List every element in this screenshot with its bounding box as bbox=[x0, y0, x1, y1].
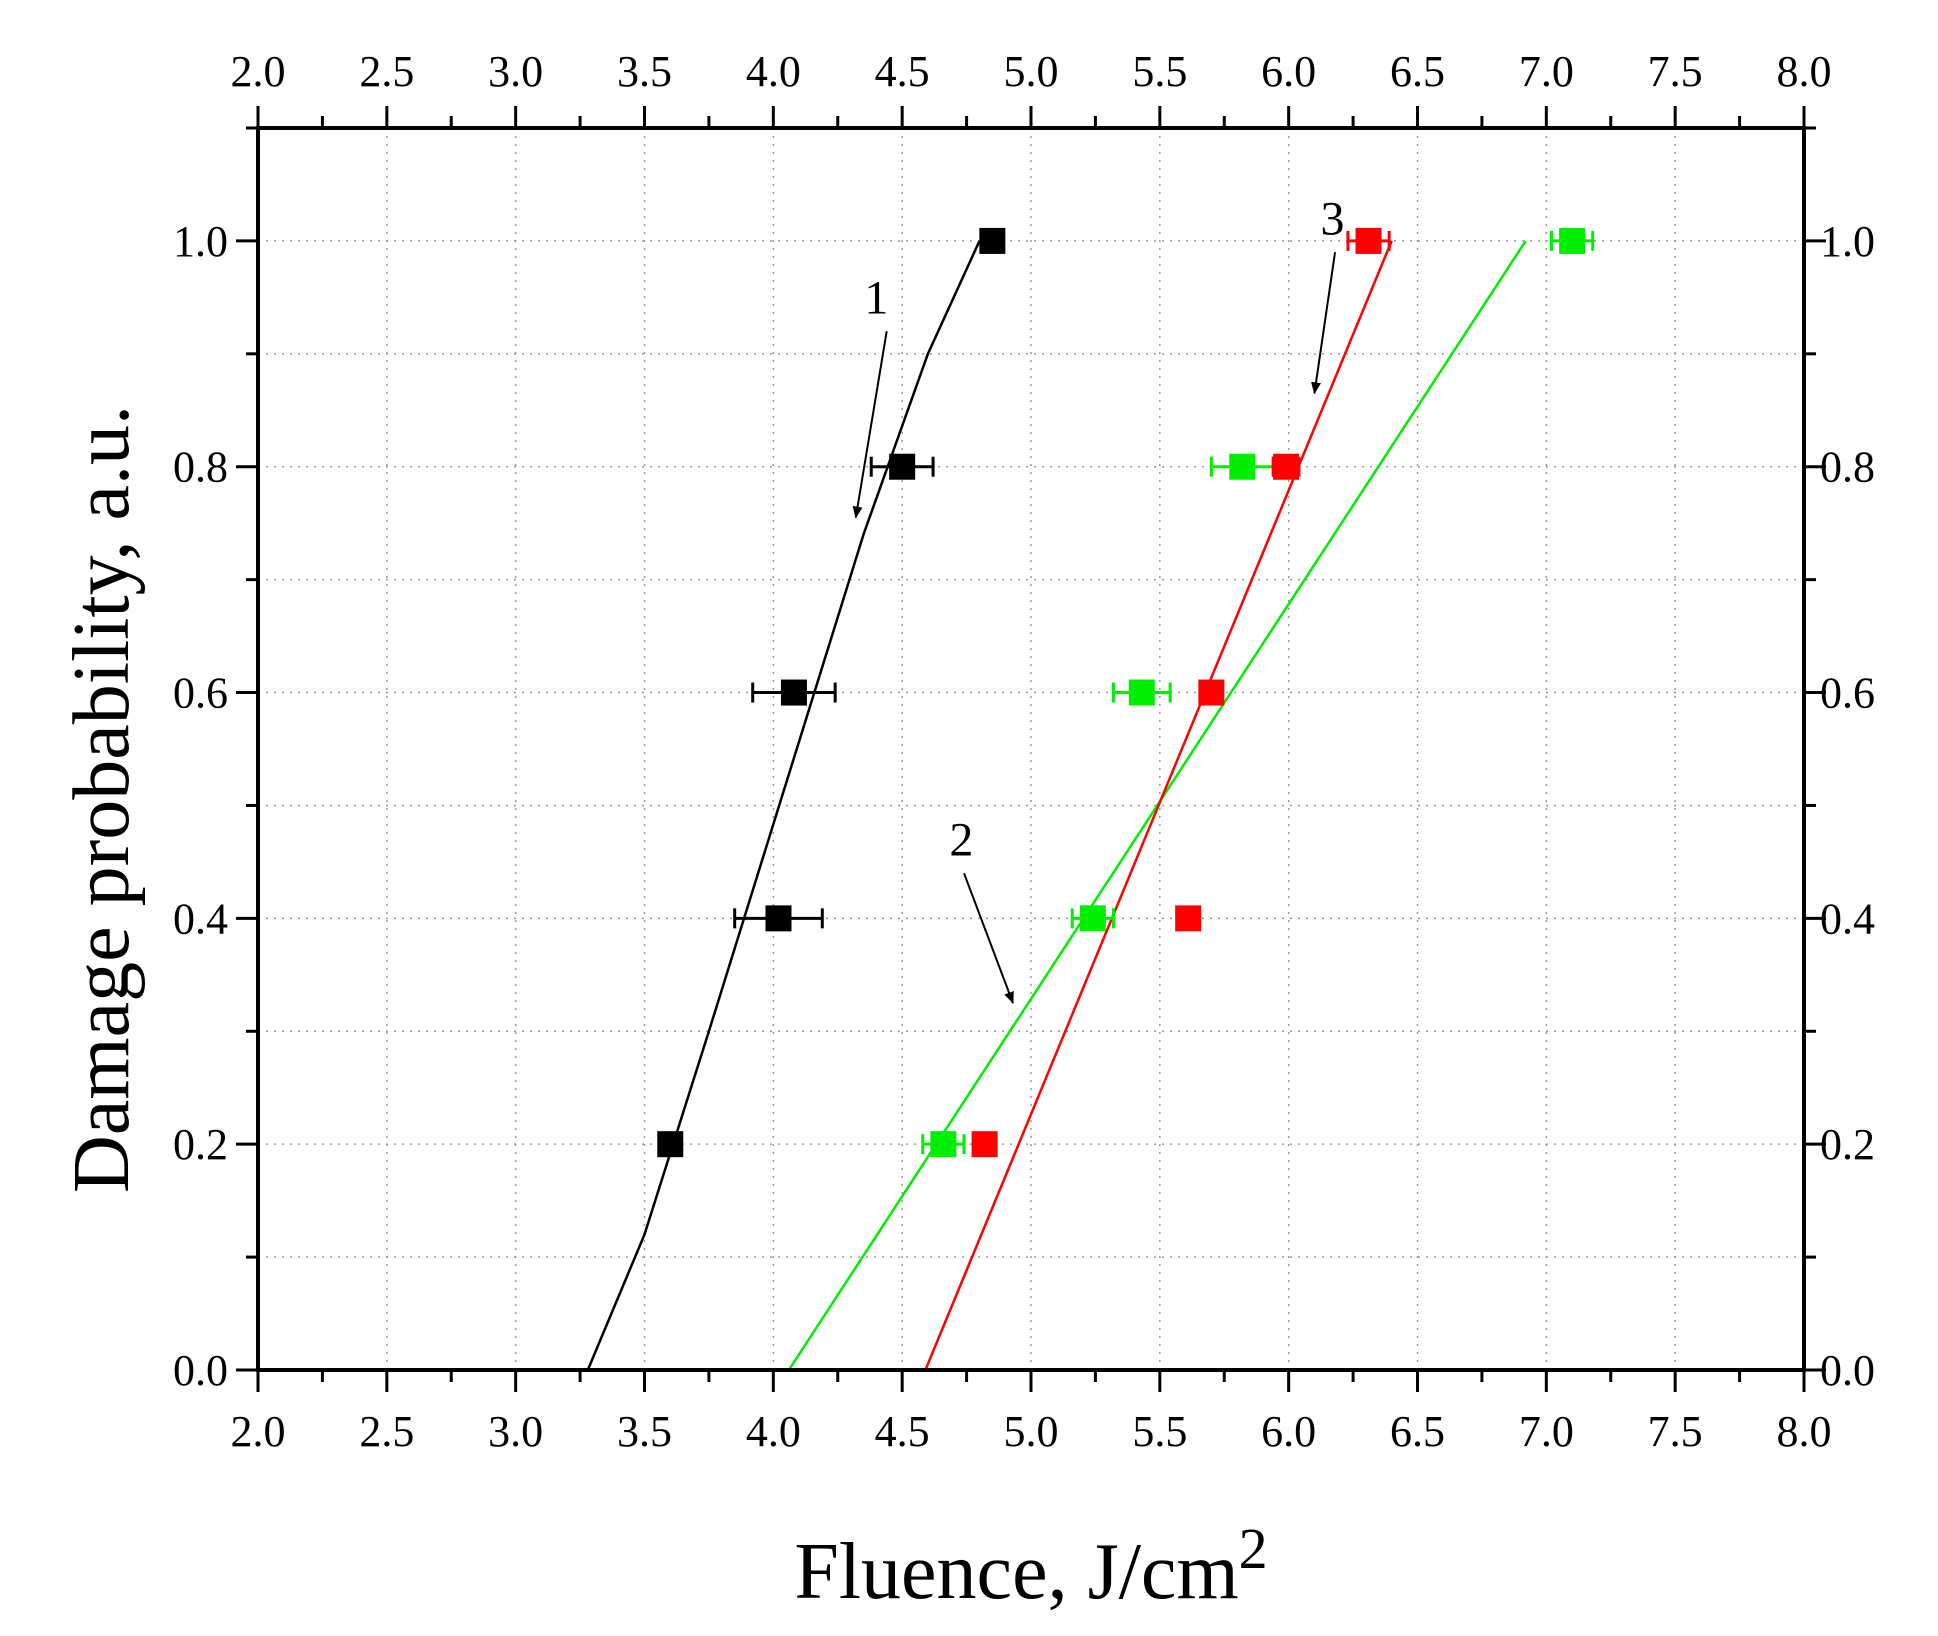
annotation-label: 3 bbox=[1320, 192, 1344, 245]
data-point-series-1 bbox=[889, 453, 916, 480]
x-tick-label-top: 6.0 bbox=[1261, 47, 1316, 96]
y-tick-label-right: 0.2 bbox=[1820, 1120, 1875, 1169]
x-tick-label-bottom: 2.0 bbox=[231, 1407, 286, 1456]
y-tick-label-left: 0.8 bbox=[173, 443, 228, 492]
x-tick-label-top: 6.5 bbox=[1390, 47, 1445, 96]
y-tick-label-left: 1.0 bbox=[173, 217, 228, 266]
x-tick-label-top: 4.5 bbox=[875, 47, 930, 96]
x-tick-label-bottom: 6.0 bbox=[1261, 1407, 1316, 1456]
x-tick-label-bottom: 8.0 bbox=[1777, 1407, 1832, 1456]
y-tick-label-left: 0.0 bbox=[173, 1346, 228, 1395]
y-tick-label-right: 1.0 bbox=[1820, 217, 1875, 266]
x-axis-title-superscript: 2 bbox=[1239, 1516, 1268, 1581]
data-point-series-3 bbox=[971, 1131, 998, 1158]
data-point-series-1 bbox=[979, 227, 1006, 254]
x-tick-label-top: 7.0 bbox=[1519, 47, 1574, 96]
x-tick-label-bottom: 4.0 bbox=[746, 1407, 801, 1456]
x-tick-label-top: 5.5 bbox=[1132, 47, 1187, 96]
data-point-series-1 bbox=[765, 905, 792, 932]
y-tick-label-right: 0.6 bbox=[1820, 669, 1875, 718]
axis-ticks bbox=[236, 106, 1826, 1392]
annotation-arrow bbox=[1311, 252, 1337, 395]
data-point-series-2 bbox=[930, 1131, 957, 1158]
annotation-label: 2 bbox=[949, 813, 973, 866]
x-axis-title: Fluence, J/cm2 bbox=[794, 1516, 1267, 1616]
x-tick-label-bottom: 6.5 bbox=[1390, 1407, 1445, 1456]
data-point-series-2 bbox=[1128, 679, 1155, 706]
tick-labels: 2.0 2.0 2.5 2.5 3.0 3.0 3.5 3.5 4.0 4.0 4.5 4.5 5.0 5… bbox=[173, 47, 1875, 1456]
x-tick-label-bottom: 4.5 bbox=[875, 1407, 930, 1456]
x-tick-label-top: 5.0 bbox=[1004, 47, 1059, 96]
y-axis-title: Damage probability, a.u. bbox=[58, 405, 146, 1193]
data-point-series-3 bbox=[1198, 679, 1225, 706]
fit-line-3 bbox=[924, 240, 1393, 1371]
y-tick-label-right: 0.4 bbox=[1820, 894, 1875, 943]
x-tick-label-top: 8.0 bbox=[1777, 47, 1832, 96]
annotations: 1 2 3 bbox=[852, 192, 1344, 1004]
x-axis-title-text: Fluence, J/cm bbox=[794, 1528, 1238, 1616]
data-point-series-1 bbox=[657, 1131, 684, 1158]
x-tick-label-bottom: 3.0 bbox=[488, 1407, 543, 1456]
annotation-arrow bbox=[963, 872, 1014, 1004]
fit-line-1 bbox=[586, 240, 981, 1371]
x-tick-label-bottom: 5.0 bbox=[1004, 1407, 1059, 1456]
plot-frame bbox=[256, 126, 1806, 1372]
x-tick-label-bottom: 3.5 bbox=[617, 1407, 672, 1456]
data-point-series-2 bbox=[1079, 905, 1106, 932]
x-tick-label-top: 4.0 bbox=[746, 47, 801, 96]
x-tick-label-bottom: 7.0 bbox=[1519, 1407, 1574, 1456]
x-tick-label-bottom: 5.5 bbox=[1132, 1407, 1187, 1456]
x-tick-label-top: 3.5 bbox=[617, 47, 672, 96]
y-tick-label-right: 0.0 bbox=[1820, 1346, 1875, 1395]
y-tick-label-right: 0.8 bbox=[1820, 443, 1875, 492]
x-tick-label-top: 3.0 bbox=[488, 47, 543, 96]
x-tick-label-top: 7.5 bbox=[1648, 47, 1703, 96]
y-tick-label-left: 0.4 bbox=[173, 894, 228, 943]
data-point-series-3 bbox=[1175, 905, 1202, 932]
data-point-series-3 bbox=[1273, 453, 1300, 480]
data-point-series-2 bbox=[1229, 453, 1256, 480]
annotation-label: 1 bbox=[864, 271, 888, 324]
annotation-arrow bbox=[852, 331, 888, 519]
grid bbox=[258, 127, 1804, 1370]
x-tick-label-bottom: 2.5 bbox=[359, 1407, 414, 1456]
x-tick-label-top: 2.5 bbox=[359, 47, 414, 96]
data-point-series-3 bbox=[1355, 227, 1382, 254]
data-point-series-1 bbox=[780, 679, 807, 706]
x-tick-label-bottom: 7.5 bbox=[1648, 1407, 1703, 1456]
x-tick-label-top: 2.0 bbox=[231, 47, 286, 96]
y-tick-label-left: 0.2 bbox=[173, 1120, 228, 1169]
data-points bbox=[657, 227, 1595, 1158]
data-point-series-2 bbox=[1559, 227, 1586, 254]
y-tick-label-left: 0.6 bbox=[173, 669, 228, 718]
fit-lines bbox=[586, 240, 1527, 1371]
